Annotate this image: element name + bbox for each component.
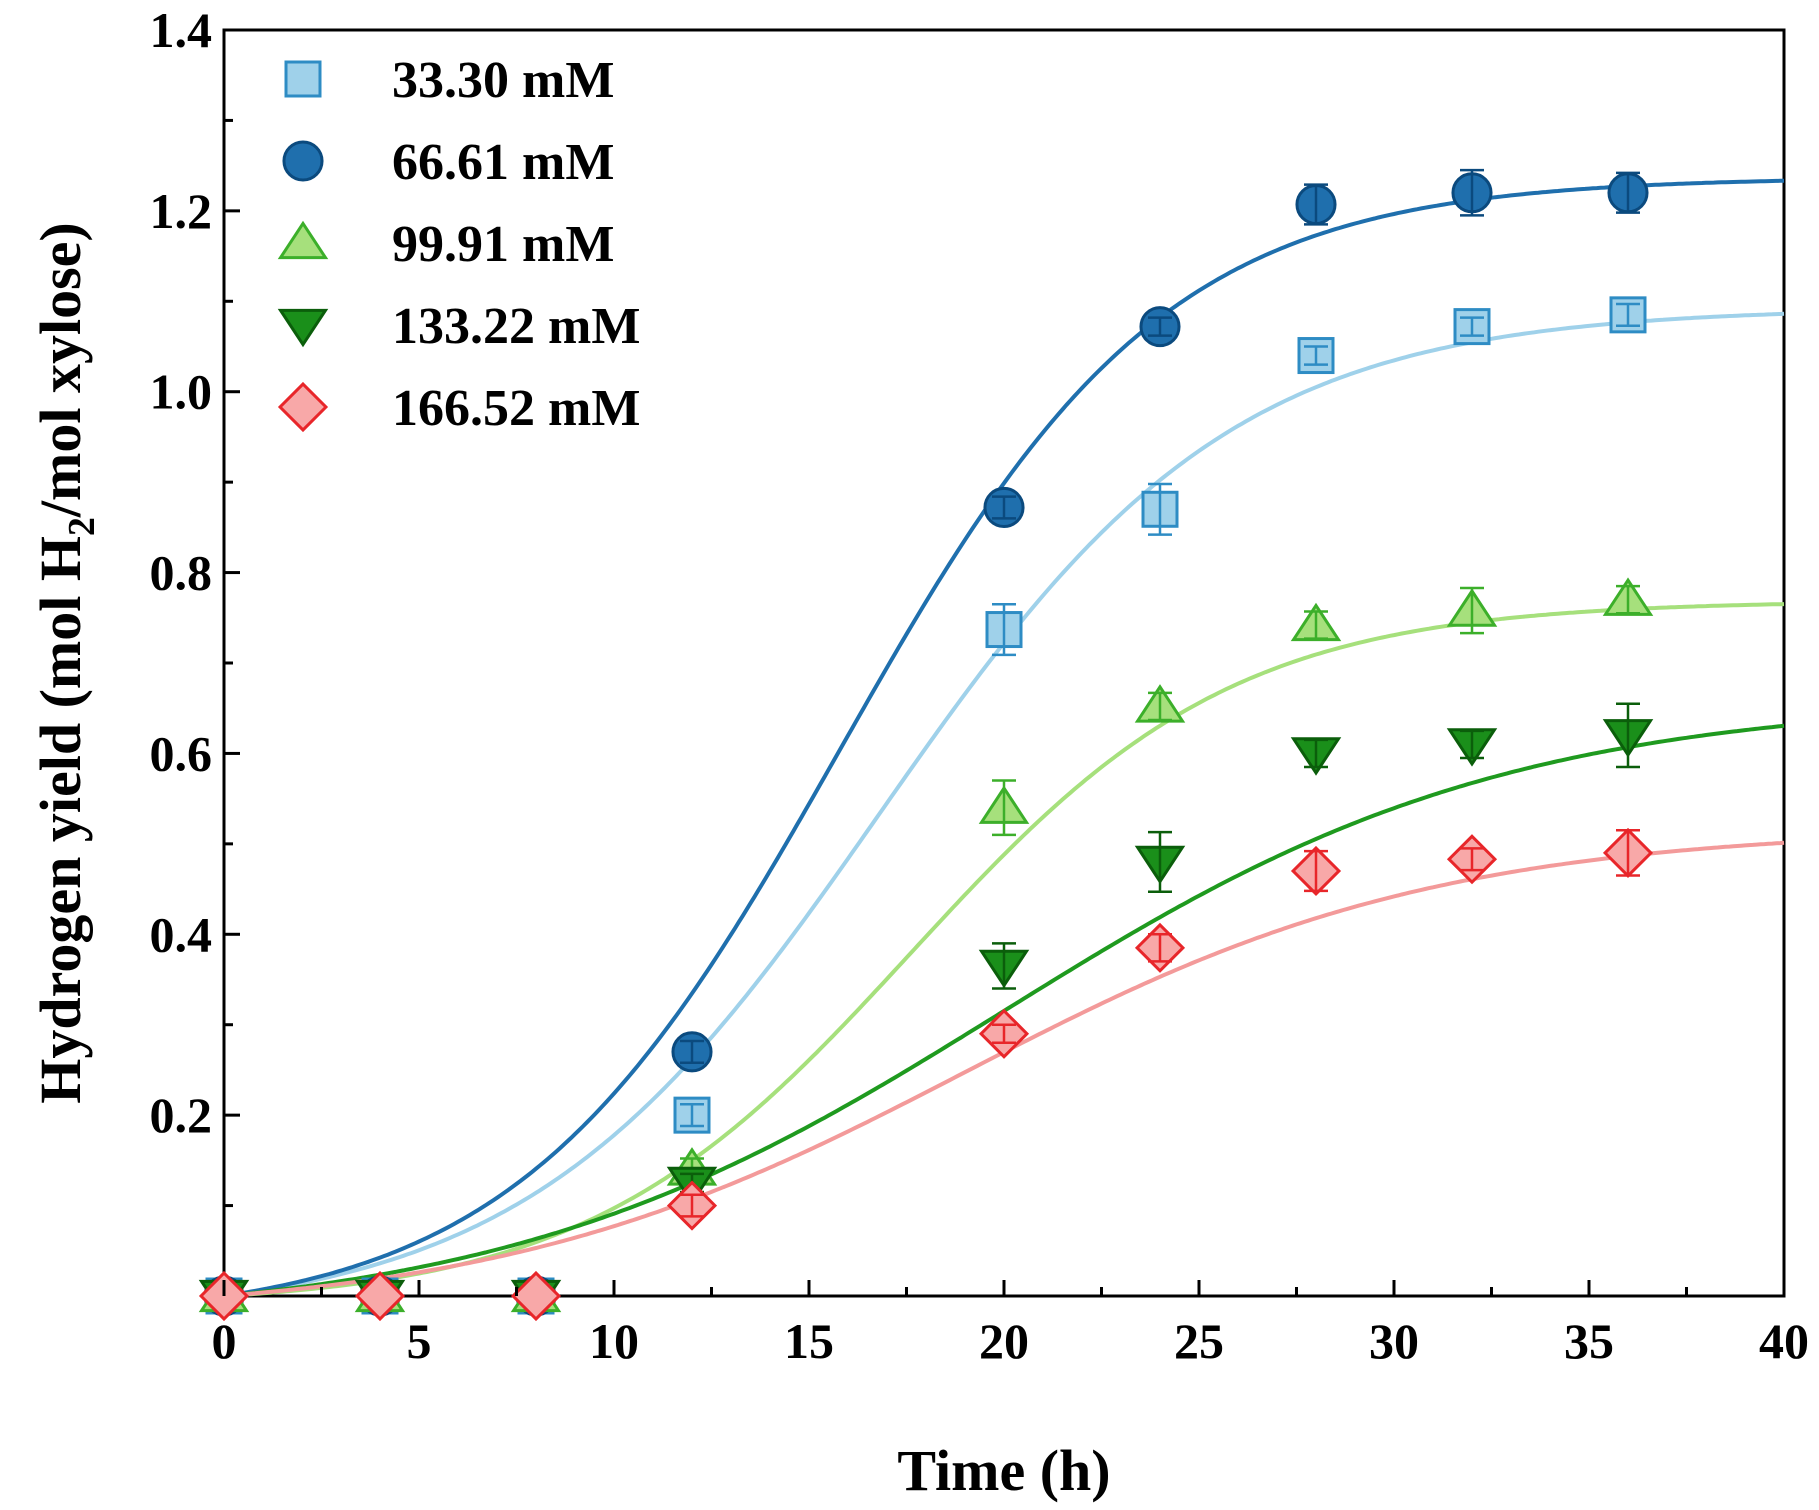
x-tick-label: 0 [212, 1313, 237, 1369]
legend-item-33-30-mm: 33.30 mM [284, 52, 614, 109]
series-33-30-mm [205, 296, 1647, 1315]
x-tick-label: 35 [1564, 1313, 1614, 1369]
error-bar [992, 495, 1016, 520]
error-bar [1616, 171, 1640, 214]
error-bar [1460, 316, 1484, 337]
y-tick-label: 1.0 [150, 364, 213, 420]
series-99-91-mm [198, 577, 1654, 1313]
error-bar [1460, 729, 1484, 760]
y-tick-label: 1.4 [150, 2, 213, 58]
legend: 33.30 mM 66.61 mM 99.91 mM 133.22 mM 166.52 … [277, 52, 640, 437]
legend-item-66-61-mm: 66.61 mM [282, 134, 614, 191]
legend-label: 133.22 mM [392, 298, 640, 355]
legend-item-99-91-mm: 99.91 mM [277, 216, 614, 273]
series-166-52-mm [198, 827, 1654, 1322]
legend-label: 66.61 mM [392, 134, 614, 191]
error-bar [1148, 482, 1172, 536]
error-bar [1460, 847, 1484, 872]
error-bar [1304, 345, 1328, 366]
y-tick-label: 0.8 [150, 545, 213, 601]
fit-curve-66-61-mm [223, 178, 1785, 1298]
y-axis: 0.2 0.4 0.6 0.8 1.0 1.2 1.4 [150, 2, 240, 1208]
error-bar [1148, 691, 1172, 722]
y-axis-title-part1: Hydrogen yield (mol H [28, 536, 93, 1104]
legend-label: 33.30 mM [392, 52, 614, 109]
error-bar [1460, 168, 1484, 217]
error-bar [992, 942, 1016, 990]
y-tick-label: 0.2 [150, 1087, 213, 1143]
error-bar [1616, 702, 1640, 769]
legend-marker [284, 60, 322, 98]
data-point [1453, 308, 1491, 346]
x-axis-title: Time (h) [897, 1438, 1110, 1503]
legend-marker [277, 381, 329, 433]
data-point [354, 1270, 406, 1322]
x-tick-label: 10 [589, 1313, 639, 1369]
error-bar [992, 602, 1016, 657]
error-bar [1304, 610, 1328, 640]
x-tick-label: 20 [979, 1313, 1029, 1369]
legend-label: 166.52 mM [392, 380, 640, 437]
x-axis: 0 5 10 15 20 25 30 35 40 [212, 1280, 1809, 1369]
legend-marker [277, 220, 329, 260]
error-bar [1148, 933, 1172, 963]
error-bar [1148, 316, 1172, 337]
legend-label: 99.91 mM [392, 216, 614, 273]
error-bar [1304, 738, 1328, 769]
legend-marker [282, 140, 324, 182]
error-bar [992, 1023, 1016, 1045]
data-point [510, 1270, 562, 1322]
x-tick-label: 30 [1369, 1313, 1419, 1369]
error-bar [1616, 302, 1640, 327]
x-tick-label: 40 [1759, 1313, 1809, 1369]
x-tick-label: 5 [407, 1313, 432, 1369]
data-markers [198, 168, 1654, 1322]
error-bar [1460, 586, 1484, 635]
legend-item-166-52-mm: 166.52 mM [277, 380, 640, 437]
y-axis-title-part2: /mol xylose) [28, 222, 93, 518]
legend-item-133-22-mm: 133.22 mM [277, 298, 640, 355]
error-bar [680, 1103, 704, 1128]
error-bar [1304, 183, 1328, 226]
x-tick-label: 25 [1174, 1313, 1224, 1369]
y-axis-title: Hydrogen yield (mol H2/mol xylose) [28, 222, 103, 1103]
error-bar [992, 779, 1016, 837]
fit-curves [223, 178, 1785, 1298]
error-bar [1304, 849, 1328, 893]
y-axis-title-subscript: 2 [61, 517, 103, 536]
y-tick-label: 0.4 [150, 906, 213, 962]
error-bar [1616, 584, 1640, 615]
x-tick-label: 15 [784, 1313, 834, 1369]
y-tick-label: 1.2 [150, 183, 213, 239]
y-tick-label: 0.6 [150, 725, 213, 781]
error-bar [680, 1039, 704, 1064]
legend-marker [277, 308, 329, 348]
error-bar [1616, 829, 1640, 877]
error-bar [1148, 830, 1172, 894]
error-bar [680, 1193, 704, 1218]
fit-curve-166-52-mm [223, 840, 1785, 1298]
